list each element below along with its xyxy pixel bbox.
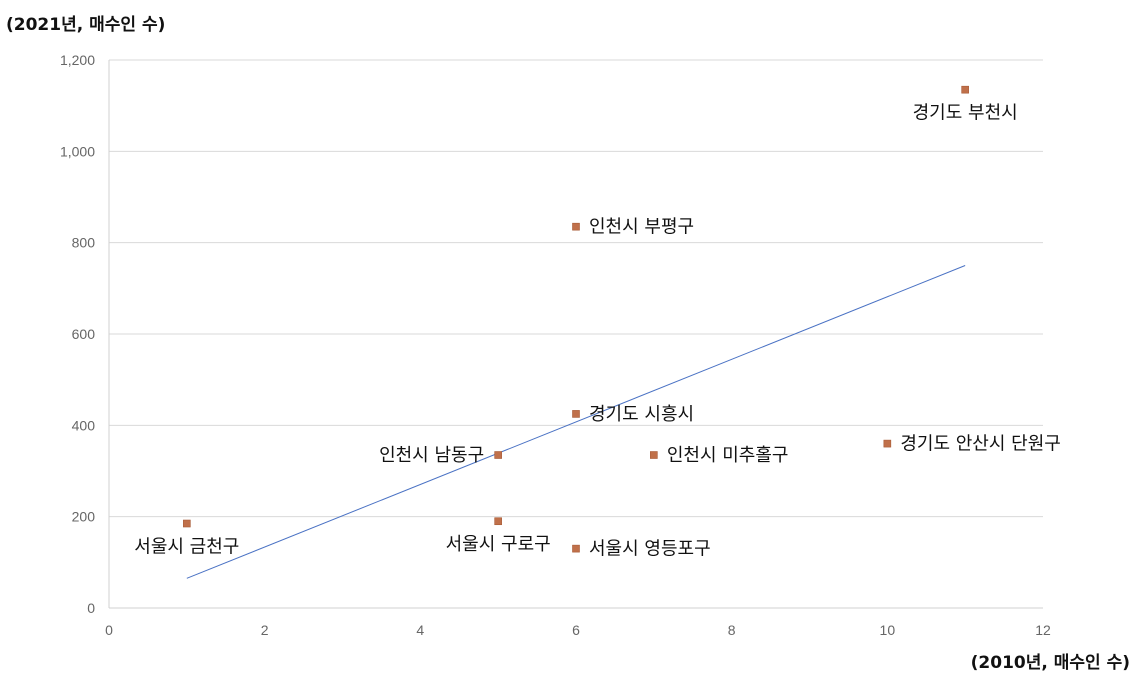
point-label: 인천시 남동구	[379, 445, 484, 466]
data-point	[572, 222, 580, 231]
data-point	[572, 410, 580, 418]
point-label: 인천시 미추홀구	[667, 445, 789, 466]
y-tick-label: 200	[72, 509, 96, 525]
data-point	[494, 517, 502, 526]
data-point	[494, 451, 502, 459]
x-axis-title: (2010년, 매수인 수)	[970, 653, 1130, 673]
trendline-layer	[186, 265, 966, 579]
x-tick-label: 4	[416, 622, 424, 638]
x-tick-label: 12	[1035, 622, 1051, 638]
axis-layer: 0 200 400 600 800 1,000 1,200 0 2 4 6 8 10 12	[60, 52, 1051, 638]
x-tick-label: 6	[572, 622, 580, 638]
x-tick-label: 10	[880, 622, 896, 638]
trendline	[186, 265, 966, 579]
point-label: 경기도 시흥시	[589, 404, 694, 425]
point-label: 서울시 영등포구	[589, 539, 711, 560]
y-tick-label: 1,000	[60, 143, 95, 159]
x-tick-label: 8	[728, 622, 736, 638]
y-tick-label: 1,200	[60, 52, 95, 68]
data-point	[183, 519, 191, 528]
y-tick-label: 0	[87, 600, 95, 616]
point-label: 경기도 부천시	[913, 103, 1018, 124]
y-axis-title: (2021년, 매수인 수)	[6, 15, 166, 35]
y-tick-label: 800	[72, 235, 96, 251]
data-point	[572, 544, 580, 553]
data-point	[650, 451, 658, 459]
point-label: 서울시 구로구	[446, 534, 551, 555]
y-tick-label: 400	[72, 417, 96, 433]
x-tick-label: 2	[261, 622, 269, 638]
grid-layer	[109, 59, 1043, 518]
point-label: 경기도 안산시 단원구	[900, 434, 1060, 455]
point-label: 인천시 부평구	[589, 217, 694, 238]
point-label: 서울시 금천구	[134, 537, 239, 558]
data-point	[961, 85, 969, 94]
y-tick-label: 600	[72, 326, 96, 342]
x-tick-label: 0	[105, 622, 113, 638]
data-point	[883, 439, 892, 448]
